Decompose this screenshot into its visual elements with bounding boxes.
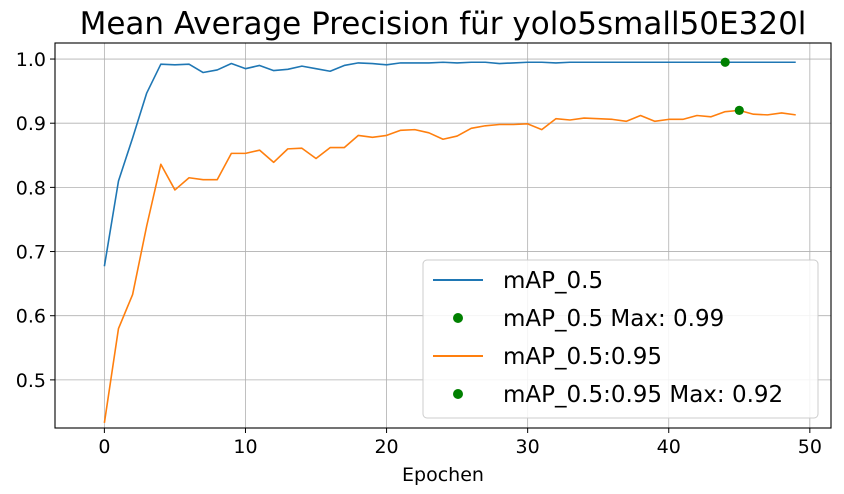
series-line-0	[103, 61, 796, 267]
max-markers	[720, 57, 744, 115]
x-tick-label: 50	[798, 436, 822, 458]
y-tick-label: 0.6	[16, 306, 46, 328]
legend-label: mAP_0.5	[503, 268, 603, 294]
y-tick-label: 0.8	[16, 177, 46, 199]
legend-box	[422, 259, 819, 419]
y-tick-label: 0.7	[16, 242, 46, 264]
legend-label: mAP_0.5 Max: 0.99	[503, 306, 724, 332]
legend-dot-swatch	[453, 313, 463, 323]
grid	[55, 43, 831, 428]
x-axis-label: Epochen	[402, 464, 484, 486]
max-marker-0	[720, 57, 730, 67]
y-tick-label: 0.9	[16, 113, 46, 135]
legend: mAP_0.5 mAP_0.5 Max: 0.99 mAP_0.5:0.95 mAP_…	[422, 259, 819, 419]
series-lines	[103, 61, 796, 423]
series-line-1	[103, 109, 796, 423]
axis-ticks: 0 10 20 30 40 50 0.5 0.6 0.7 0.8 0.9 1.0	[16, 49, 822, 458]
max-marker-1	[734, 105, 744, 115]
legend-label: mAP_0.5:0.95	[503, 344, 662, 370]
x-tick-label: 10	[233, 436, 257, 458]
chart-title: Mean Average Precision für yolo5small50E…	[80, 6, 807, 42]
legend-dot-swatch	[453, 389, 463, 399]
x-tick-label: 30	[516, 436, 540, 458]
y-tick-label: 1.0	[16, 49, 46, 71]
y-tick-label: 0.5	[16, 370, 46, 392]
legend-label: mAP_0.5:0.95 Max: 0.92	[503, 382, 783, 408]
x-tick-label: 40	[657, 436, 681, 458]
plot-frame	[54, 42, 832, 429]
x-tick-label: 0	[98, 436, 110, 458]
x-tick-label: 20	[374, 436, 398, 458]
